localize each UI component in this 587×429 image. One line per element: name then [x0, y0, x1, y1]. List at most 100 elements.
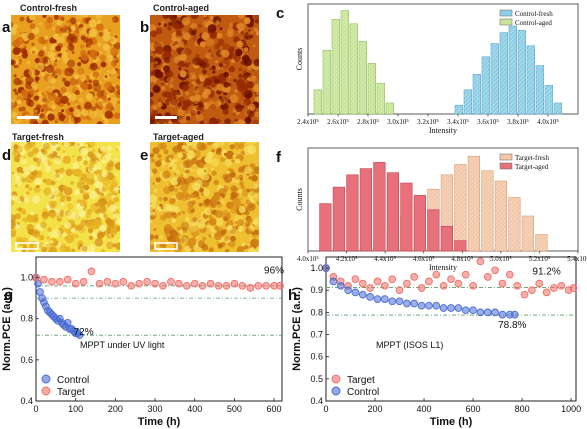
texture-dot — [70, 181, 74, 185]
texture-dot — [193, 94, 201, 102]
texture-dot — [237, 225, 244, 232]
texture-dot — [25, 81, 34, 90]
texture-dot — [117, 75, 120, 80]
texture-dot — [220, 229, 227, 236]
texture-dot — [187, 150, 196, 159]
texture-dot — [226, 219, 234, 227]
x-tick-label: 300 — [148, 404, 163, 414]
x-tick-label: 4.2x10⁵ — [336, 255, 358, 263]
condition-note: MPPT under UV light — [80, 340, 165, 350]
texture-dot — [60, 174, 65, 179]
panel-letter-f: f — [276, 149, 282, 166]
texture-dot — [204, 155, 213, 164]
texture-dot — [79, 74, 87, 82]
texture-dot — [199, 61, 207, 69]
texture-dot — [69, 77, 78, 86]
texture-dot — [18, 58, 23, 63]
texture-dot — [102, 33, 111, 42]
texture-dot — [117, 239, 120, 243]
texture-dot — [62, 149, 66, 154]
texture-dot — [66, 45, 70, 50]
texture-dot — [169, 197, 176, 204]
legend-label: Control-fresh — [515, 10, 553, 18]
texture-dot — [70, 233, 78, 240]
y-axis-label: Norm.PCE (a.u.) — [291, 287, 303, 371]
texture-dot — [101, 170, 108, 178]
texture-dot — [53, 190, 61, 197]
texture-dot — [155, 46, 164, 55]
texture-dot — [219, 142, 225, 146]
texture-dot — [187, 200, 195, 208]
texture-dot — [40, 221, 47, 229]
texture-dot — [25, 171, 30, 176]
panel-letter-a: a — [2, 19, 11, 36]
texture-dot — [238, 165, 246, 173]
y-axis-label: Counts — [295, 48, 304, 71]
texture-dot — [209, 67, 212, 71]
texture-dot — [78, 26, 87, 35]
texture-dot — [99, 224, 107, 232]
histogram-bar — [346, 174, 359, 252]
texture-b — [150, 15, 259, 124]
texture-dot — [237, 247, 241, 251]
texture-dot — [113, 196, 120, 203]
texture-dot — [238, 143, 245, 150]
texture-dot — [110, 233, 115, 238]
texture-dot — [218, 62, 224, 68]
texture-dot — [95, 152, 101, 159]
texture-dot — [60, 95, 69, 104]
texture-dot — [162, 203, 172, 213]
texture-dot — [23, 197, 29, 203]
texture-dot — [99, 50, 103, 54]
data-point — [358, 290, 367, 299]
texture-dot — [112, 243, 117, 248]
texture-dot — [64, 246, 71, 252]
texture-dot — [76, 224, 84, 232]
texture-dot — [202, 77, 212, 87]
texture-dot — [150, 170, 154, 178]
texture-dot — [84, 107, 89, 111]
data-point — [403, 299, 411, 308]
texture-dot — [204, 142, 208, 145]
data-point — [159, 281, 167, 290]
texture-dot — [19, 16, 25, 22]
texture-dot — [203, 57, 209, 64]
data-point — [329, 277, 338, 286]
texture-dot — [184, 159, 194, 168]
texture-dot — [204, 208, 212, 216]
texture-dot — [104, 75, 108, 78]
texture-dot — [160, 241, 166, 247]
texture-dot — [238, 189, 243, 194]
texture-dot — [90, 106, 96, 112]
data-point — [135, 279, 144, 288]
texture-dot — [14, 175, 21, 181]
y-tick-label: 0.9 — [310, 285, 323, 295]
texture-dot — [173, 151, 178, 155]
texture-dot — [233, 78, 237, 83]
texture-dot — [230, 207, 237, 214]
texture-dot — [232, 186, 238, 192]
texture-dot — [111, 60, 117, 67]
texture-dot — [36, 163, 41, 167]
texture-dot — [41, 246, 48, 252]
texture-dot — [30, 240, 38, 249]
histogram-bar — [440, 226, 454, 252]
texture-dot — [150, 30, 158, 38]
texture-dot — [208, 247, 214, 252]
data-point — [214, 281, 223, 290]
texture-dot — [60, 243, 66, 249]
texture-dot — [153, 228, 157, 232]
texture-dot — [229, 46, 235, 52]
texture-dot — [55, 211, 61, 217]
texture-dot — [240, 203, 244, 207]
texture-dot — [253, 193, 258, 199]
texture-dot — [220, 102, 229, 111]
texture-dot — [187, 61, 191, 65]
histogram-bar-hatch — [468, 156, 480, 251]
histogram-bar-hatch — [491, 43, 499, 114]
histogram-bar-hatch — [518, 30, 526, 114]
texture-dot — [107, 70, 110, 73]
histogram-bar-hatch — [473, 74, 481, 114]
texture-dot — [92, 71, 100, 78]
texture-dot — [88, 79, 93, 84]
